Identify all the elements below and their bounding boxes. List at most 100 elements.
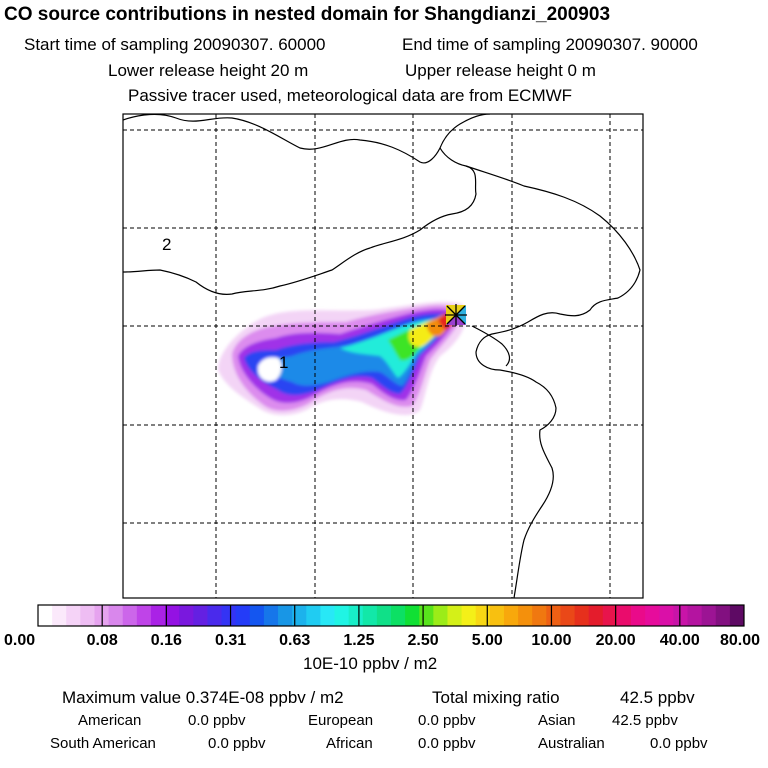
receptor-station-marker (445, 304, 467, 326)
european-label: European (308, 712, 374, 729)
colorbar-swatch (108, 605, 124, 626)
colorbar-swatch (701, 605, 717, 626)
colorbar-swatch (165, 605, 180, 626)
colorbar-swatch (602, 605, 618, 626)
colorbar-tick-label: 2.50 (408, 632, 439, 649)
colorbar-swatch (729, 605, 745, 626)
african-value: 0.0 ppbv (418, 735, 476, 752)
australian-label: Australian (538, 735, 605, 752)
colorbar-frame (37, 604, 745, 627)
colorbar-swatch (560, 605, 575, 626)
colorbar-tick-label: 1.25 (343, 632, 374, 649)
colorbar-swatch (687, 605, 703, 626)
colorbar-swatch (659, 605, 674, 626)
end-time-label: End time of sampling 20090307. 90000 (402, 35, 698, 54)
australian-value: 0.0 ppbv (650, 735, 708, 752)
region-label-1: 1 (279, 353, 288, 372)
colorbar-swatch (221, 605, 237, 626)
colorbar-swatch (475, 605, 491, 626)
american-value: 0.0 ppbv (188, 712, 246, 729)
colorbar-swatch (532, 605, 547, 626)
colorbar-tick-label: 5.00 (472, 632, 503, 649)
total-mixing-ratio-label: Total mixing ratio (432, 688, 560, 707)
concentration-plume (218, 301, 466, 416)
colorbar-swatch (715, 605, 731, 626)
african-label: African (326, 735, 373, 752)
chart-title: CO source contributions in nested domain… (4, 4, 611, 25)
colorbar-tick-label: 40.00 (660, 632, 700, 649)
colorbar-swatch (150, 605, 166, 626)
colorbar-swatch (631, 605, 646, 626)
region-label-2: 2 (162, 235, 171, 254)
colorbar-swatch (249, 605, 265, 626)
colorbar-tick-label: 0.00 (4, 632, 35, 649)
coast-east (465, 165, 641, 598)
american-label: American (78, 712, 142, 729)
colorbar-swatch (645, 605, 660, 626)
colorbar-swatch (80, 605, 95, 626)
colorbar-swatch (391, 605, 406, 626)
colorbar-swatch (362, 605, 378, 626)
colorbar-swatch (503, 605, 519, 626)
colorbar-swatch (447, 605, 462, 626)
colorbar-swatch (405, 605, 420, 626)
start-time-label: Start time of sampling 20090307. 60000 (24, 35, 326, 54)
colorbar-swatch (122, 605, 138, 626)
colorbar-swatch (376, 605, 392, 626)
colorbar-swatch (179, 605, 194, 626)
colorbar-swatch (38, 605, 53, 626)
south-american-label: South American (50, 735, 156, 752)
colorbar-swatch (673, 605, 688, 626)
colorbar-swatch (136, 605, 152, 626)
coastlines (123, 114, 641, 598)
colorbar-swatch (320, 605, 335, 626)
maximum-value-label: Maximum value 0.374E-08 ppbv / m2 (62, 688, 344, 707)
tracer-info-label: Passive tracer used, meteorological data… (128, 86, 573, 105)
south-american-value: 0.0 ppbv (208, 735, 266, 752)
colorbar-swatch (546, 605, 561, 626)
colorbar-swatch (306, 605, 321, 626)
colorbar-swatch (334, 605, 350, 626)
asian-value: 42.5 ppbv (612, 712, 678, 729)
colorbar-tick-labels: 0.00 0.08 0.16 0.31 0.63 1.25 2.50 5.00 10.00 20.… (4, 632, 760, 649)
colorbar-swatch (193, 605, 208, 626)
colorbar-swatch (489, 605, 505, 626)
map-frame (122, 113, 644, 599)
total-mixing-ratio-value: 42.5 ppbv (620, 688, 695, 707)
colorbar-tick-label: 0.08 (87, 632, 118, 649)
coast-bohai (471, 325, 511, 367)
colorbar (37, 604, 745, 627)
colorbar-tick-label: 20.00 (596, 632, 636, 649)
colorbar-tick-label: 0.16 (151, 632, 182, 649)
colorbar-tick-label: 10.00 (531, 632, 571, 649)
colorbar-swatch (574, 605, 590, 626)
colorbar-unit-label: 10E-10 ppbv / m2 (303, 654, 438, 673)
colorbar-swatch (263, 605, 279, 626)
upper-release-height-label: Upper release height 0 m (405, 61, 596, 80)
colorbar-swatch (207, 605, 222, 626)
north-boundary (123, 114, 491, 164)
colorbar-swatch (235, 605, 251, 626)
graticule (123, 114, 643, 598)
colorbar-swatch (66, 605, 81, 626)
colorbar-swatch (419, 605, 434, 626)
colorbar-swatch (348, 605, 364, 626)
colorbar-swatch (518, 605, 533, 626)
border-east (123, 147, 477, 295)
lower-release-height-label: Lower release height 20 m (108, 61, 309, 80)
colorbar-swatch (588, 605, 604, 626)
plume-hole (258, 357, 282, 382)
colorbar-swatch (278, 605, 293, 626)
colorbar-swatch (616, 605, 632, 626)
colorbar-swatch (433, 605, 448, 626)
colorbar-tick-label: 0.63 (279, 632, 310, 649)
asian-label: Asian (538, 712, 576, 729)
colorbar-swatch (461, 605, 477, 626)
colorbar-swatch (52, 605, 67, 626)
colorbar-tick-label: 0.31 (215, 632, 246, 649)
european-value: 0.0 ppbv (418, 712, 476, 729)
colorbar-swatch (292, 605, 307, 626)
colorbar-tick-label: 80.00 (720, 632, 760, 649)
